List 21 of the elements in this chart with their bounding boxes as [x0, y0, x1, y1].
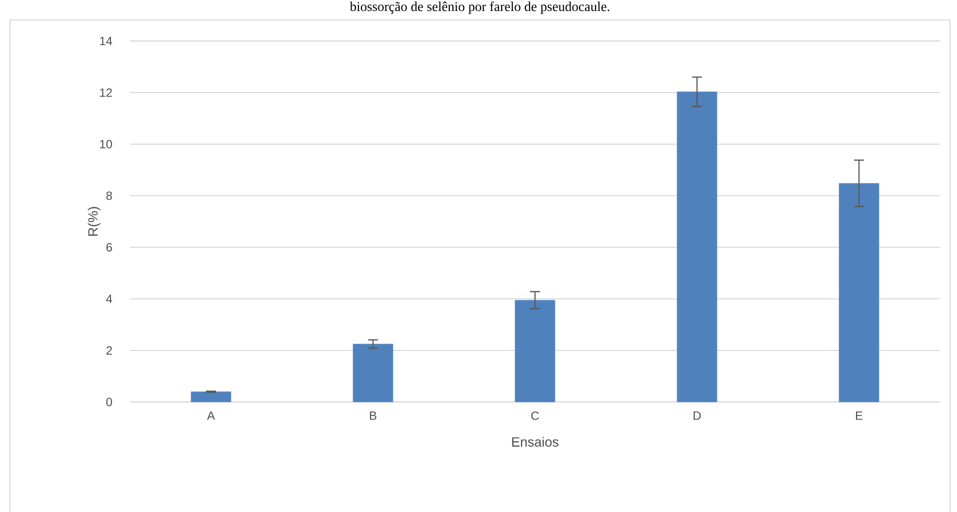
bar	[514, 300, 556, 402]
y-tick-label: 12	[100, 88, 112, 97]
bar	[838, 183, 880, 402]
y-tick-label: 2	[106, 346, 112, 355]
x-axis-title: Ensaios	[512, 436, 558, 447]
x-tick-label: A	[207, 412, 215, 420]
chart-title: biossorção de selênio por farelo de pseudocaule.	[350, 2, 610, 14]
x-tick-label: E	[856, 412, 862, 420]
y-axis-title: R(%)	[88, 207, 100, 236]
x-tick-label: C	[531, 412, 539, 420]
y-tick-label: 0	[106, 398, 112, 406]
y-tick-label: 6	[106, 243, 112, 252]
y-tick-label: 8	[106, 191, 112, 200]
y-tick-label: 14	[100, 36, 112, 46]
y-tick-label: 4	[106, 294, 112, 303]
bar	[676, 92, 718, 402]
bar	[352, 344, 394, 402]
x-tick-label: D	[694, 412, 701, 420]
y-tick-label: 10	[100, 140, 112, 148]
bar	[190, 391, 232, 402]
x-tick-label: B	[370, 412, 376, 420]
